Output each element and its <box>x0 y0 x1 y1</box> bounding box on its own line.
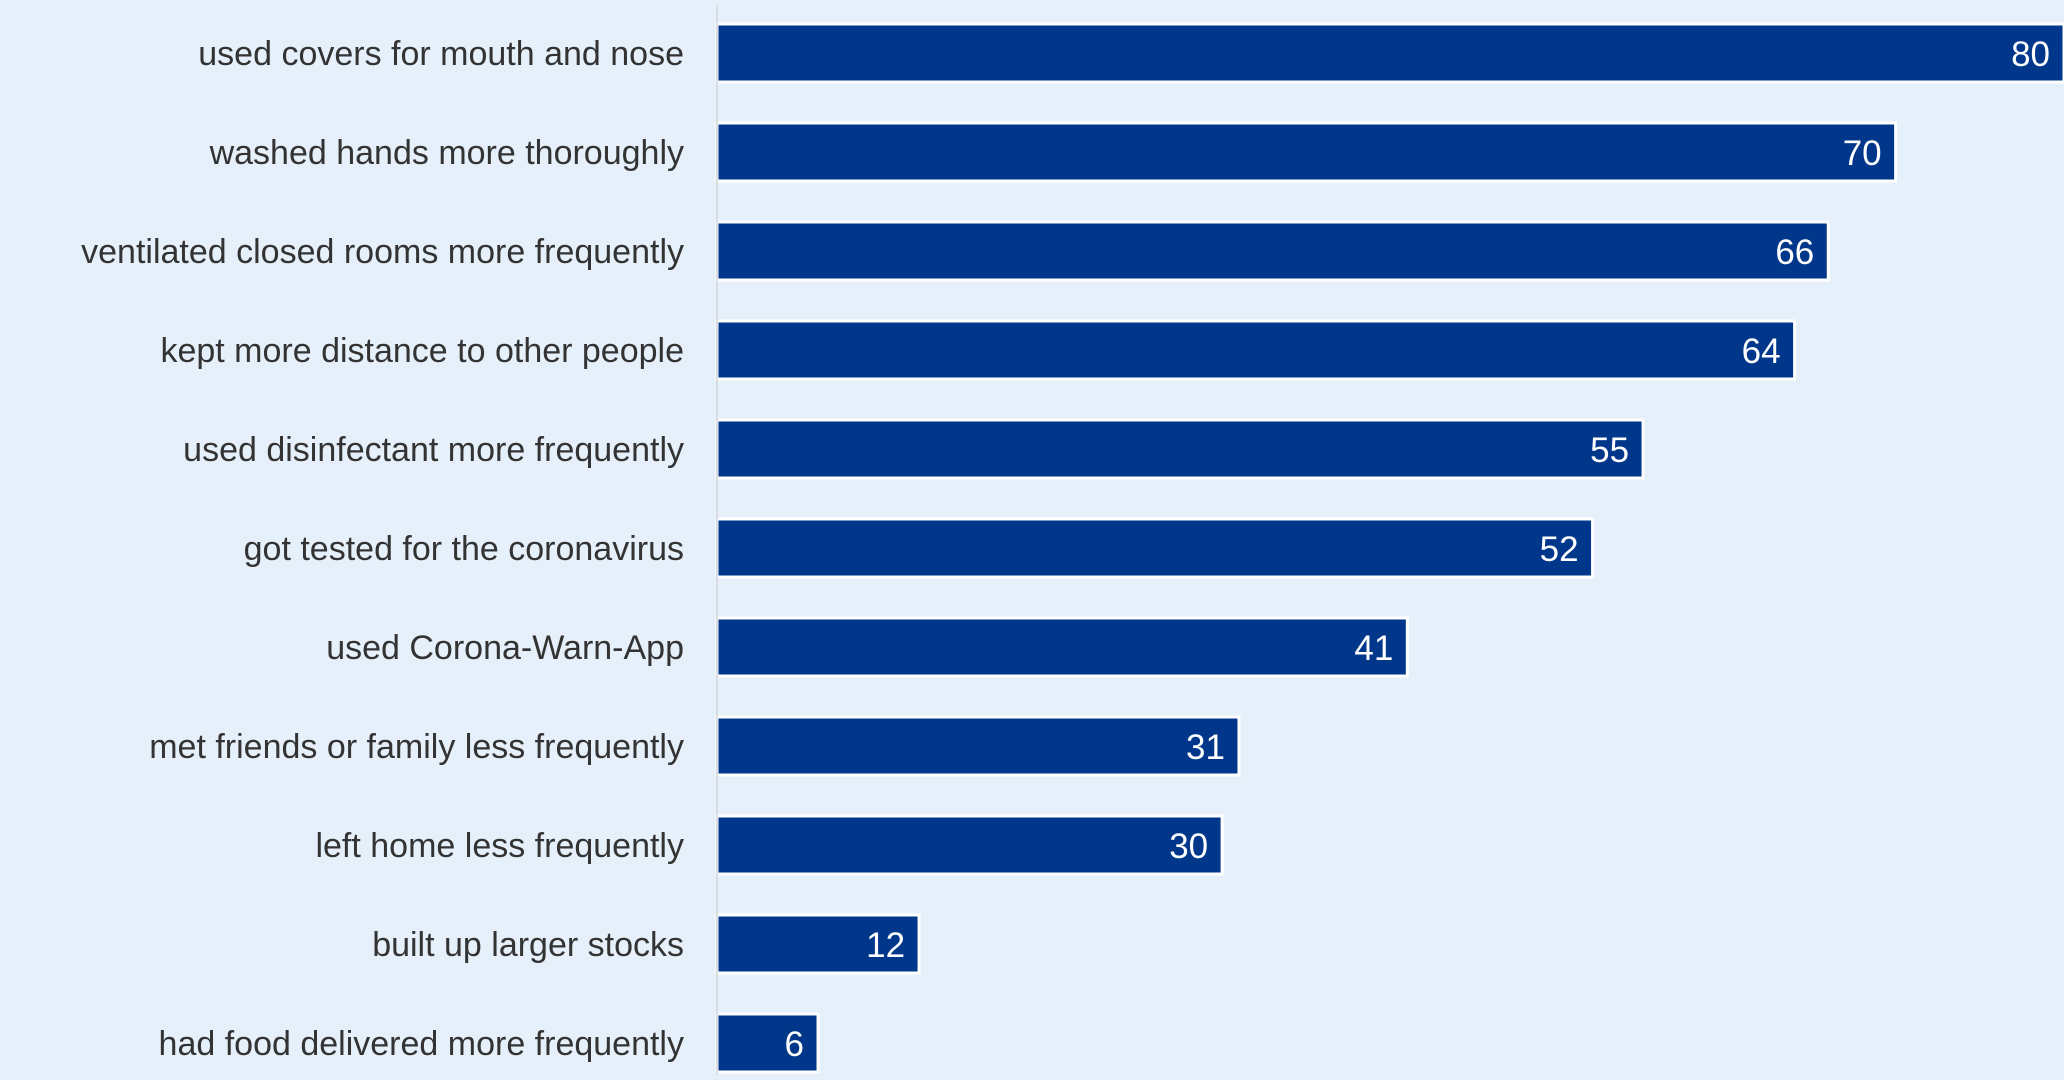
bar <box>715 1012 820 1074</box>
labels-layer: used covers for mouth and nose 80 washed h… <box>81 35 2050 1064</box>
bar-value-label: 6 <box>785 1025 804 1064</box>
category-label: got tested for the coronavirus <box>244 530 684 568</box>
bar <box>715 616 1409 678</box>
category-label: had food delivered more frequently <box>159 1025 684 1063</box>
bar-value-label: 70 <box>1843 134 1882 173</box>
category-label: used covers for mouth and nose <box>198 35 684 73</box>
bar-value-label: 66 <box>1775 233 1814 272</box>
category-label: met friends or family less frequently <box>149 728 684 766</box>
bar <box>715 814 1224 876</box>
bar <box>715 418 1645 480</box>
category-label: ventilated closed rooms more frequently <box>81 233 684 271</box>
bar-value-label: 64 <box>1742 332 1781 371</box>
bar <box>715 715 1241 777</box>
bar <box>715 517 1595 579</box>
category-label: kept more distance to other people <box>160 332 684 370</box>
category-label: used disinfectant more frequently <box>183 431 684 469</box>
bar <box>715 220 1830 282</box>
bars-layer <box>715 22 2064 1074</box>
bar <box>715 319 1797 381</box>
category-label: built up larger stocks <box>372 926 684 964</box>
bar-value-label: 52 <box>1540 530 1579 569</box>
bar-value-label: 12 <box>866 926 905 965</box>
bar-value-label: 31 <box>1186 728 1225 767</box>
category-label: left home less frequently <box>315 827 684 865</box>
bar-value-label: 55 <box>1590 431 1629 470</box>
bar-value-label: 30 <box>1169 827 1208 866</box>
bar-value-label: 41 <box>1354 629 1393 668</box>
bar <box>715 22 2064 84</box>
bar-value-label: 80 <box>2011 35 2050 74</box>
category-label: washed hands more thoroughly <box>209 134 684 172</box>
bar <box>715 121 1898 183</box>
category-label: used Corona-Warn-App <box>326 629 684 667</box>
